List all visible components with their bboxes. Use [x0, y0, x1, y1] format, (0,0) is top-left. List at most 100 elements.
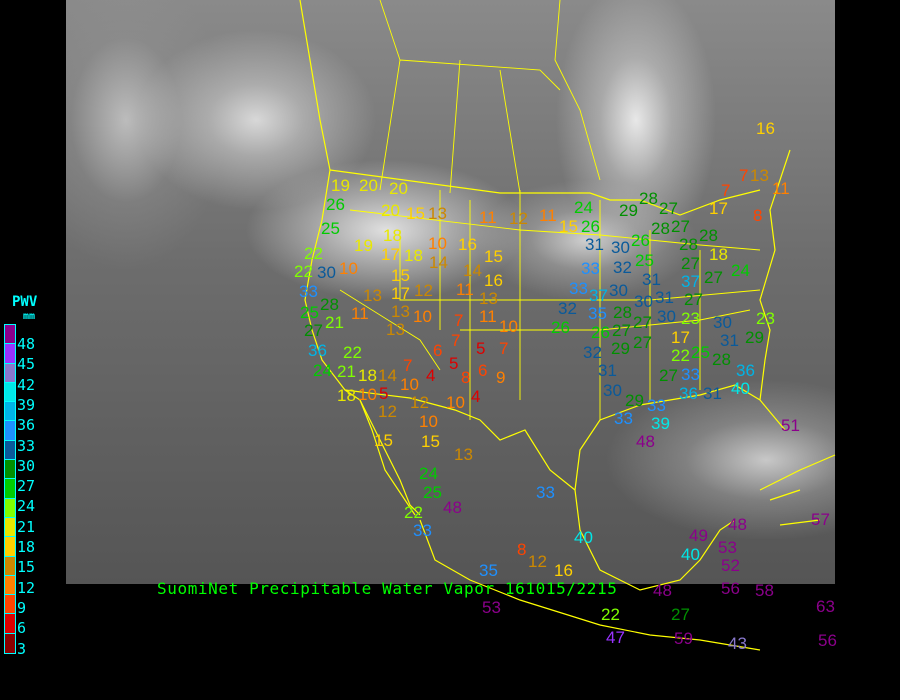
station-pwv-value: 16: [554, 561, 573, 580]
station-pwv-value: 11: [479, 307, 497, 326]
station-pwv-value: 20: [389, 179, 408, 198]
station-pwv-value: 63: [816, 597, 835, 616]
station-pwv-value: 13: [750, 166, 769, 185]
station-pwv-value: 15: [421, 432, 440, 451]
station-pwv-value: 5: [379, 384, 389, 403]
station-pwv-value: 12: [528, 552, 547, 571]
station-pwv-value: 33: [614, 409, 633, 428]
station-pwv-value: 35: [588, 304, 607, 323]
station-pwv-value: 56: [721, 579, 740, 598]
station-pwv-value: 25: [321, 219, 340, 238]
station-pwv-value: 48: [653, 581, 672, 600]
station-pwv-value: 30: [713, 313, 732, 332]
station-pwv-value: 10: [446, 393, 465, 412]
legend-swatch: [5, 595, 15, 615]
station-pwv-value: 40: [681, 545, 700, 564]
legend-label: 48: [17, 335, 36, 353]
station-pwv-value: 30: [611, 238, 630, 257]
legend-label: 42: [17, 375, 36, 394]
station-pwv-value: 26: [581, 217, 600, 236]
station-pwv-value: 22: [294, 262, 313, 281]
legend-label: 6: [17, 619, 27, 638]
station-pwv-value: 16: [458, 235, 477, 254]
station-pwv-value: 27: [671, 217, 690, 236]
station-pwv-value: 27: [684, 290, 703, 309]
station-pwv-value: 12: [378, 402, 397, 421]
station-pwv-value: 23: [756, 309, 775, 328]
station-pwv-value: 40: [574, 528, 593, 547]
legend-swatch: [5, 382, 15, 403]
legend-swatch: [5, 498, 15, 518]
station-pwv-value: 27: [659, 199, 678, 218]
station-pwv-value: 25: [635, 251, 654, 270]
station-pwv-value: 17: [709, 199, 728, 218]
station-pwv-value: 29: [745, 328, 764, 347]
station-pwv-value: 4: [426, 366, 436, 385]
station-pwv-value: 48: [443, 498, 462, 517]
station-pwv-value: 29: [619, 201, 638, 220]
baja-coast: [359, 399, 761, 651]
legend-title: PWV: [12, 294, 38, 310]
station-pwv-value: 31: [598, 361, 617, 380]
legend-swatch: [5, 440, 15, 461]
station-pwv-value: 32: [613, 258, 632, 277]
legend-label: 12: [17, 578, 36, 597]
station-pwv-value: 18: [383, 226, 402, 245]
station-pwv-value: 8: [461, 368, 471, 387]
station-pwv-value: 10: [428, 234, 447, 253]
station-pwv-value: 27: [633, 333, 652, 352]
station-pwv-value: 26: [631, 231, 650, 250]
station-pwv-value: 27: [704, 268, 723, 287]
legend-swatch: [5, 517, 15, 538]
station-pwv-value: 33: [647, 396, 666, 415]
station-pwv-value: 28: [651, 219, 670, 238]
mexico-coast: [574, 489, 736, 591]
legend-swatch: [5, 633, 15, 654]
station-pwv-value: 30: [657, 307, 676, 326]
station-pwv-value: 33: [299, 282, 318, 301]
legend-swatch: [5, 614, 15, 634]
station-pwv-value: 25: [423, 483, 442, 502]
station-pwv-value: 28: [613, 303, 632, 322]
legend-label: 33: [17, 436, 36, 455]
legend-label: 21: [17, 517, 36, 536]
us-canada-border: [329, 169, 761, 216]
station-pwv-value: 14: [463, 261, 482, 280]
station-pwv-value: 17: [671, 328, 690, 347]
station-pwv-value: 32: [583, 343, 602, 362]
station-pwv-value: 27: [671, 605, 690, 624]
station-pwv-value: 15: [406, 204, 425, 223]
station-pwv-value: 8: [753, 206, 763, 225]
station-pwv-value: 11: [351, 304, 369, 323]
station-pwv-value: 9: [496, 368, 506, 387]
legend-label: 15: [17, 558, 36, 577]
station-pwv-value: 27: [304, 321, 323, 340]
station-pwv-value: 22: [343, 343, 362, 362]
station-pwv-value: 15: [374, 431, 393, 450]
station-pwv-value: 21: [325, 313, 344, 332]
legend-swatch: [5, 460, 15, 480]
station-pwv-value: 7: [499, 339, 509, 358]
station-pwv-value: 11: [456, 280, 474, 299]
station-pwv-value: 5: [449, 354, 459, 373]
legend-swatch: [5, 344, 15, 364]
station-pwv-value: 10: [419, 412, 438, 431]
station-pwv-value: 28: [639, 189, 658, 208]
station-pwv-value: 14: [378, 366, 397, 385]
station-pwv-value: 53: [482, 598, 501, 617]
station-pwv-value: 17: [391, 284, 410, 303]
legend-label: 24: [17, 497, 36, 516]
station-pwv-value: 22: [304, 244, 323, 263]
station-pwv-value: 28: [699, 226, 718, 245]
station-pwv-value: 33: [536, 483, 555, 502]
station-pwv-value: 18: [404, 246, 423, 265]
legend-swatch: [5, 537, 15, 557]
station-pwv-value: 40: [731, 379, 750, 398]
station-pwv-value: 24: [731, 261, 750, 280]
legend-swatch: [5, 421, 15, 441]
station-pwv-value: 31: [655, 288, 674, 307]
station-pwv-value: 10: [499, 317, 518, 336]
station-pwv-value: 13: [386, 320, 405, 339]
station-pwv-value: 24: [574, 198, 593, 217]
station-pwv-value: 11: [539, 206, 557, 225]
